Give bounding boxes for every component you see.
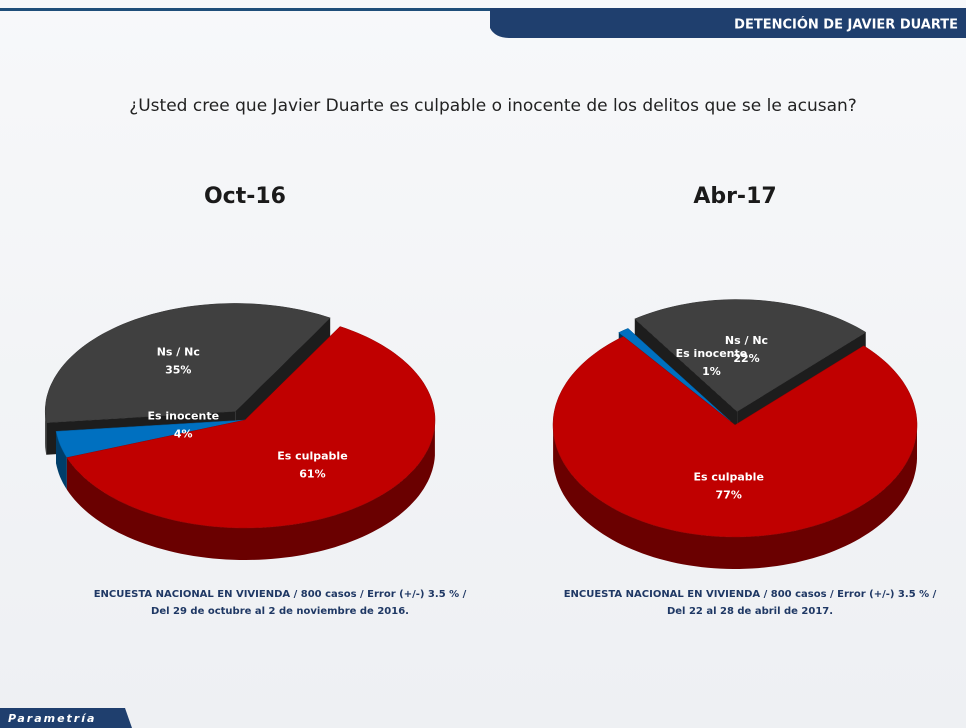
header-title: DETENCIÓN DE JAVIER DUARTE [734,17,958,33]
slice [66,326,436,529]
slice-value-label: 77% [716,488,742,501]
slice-label: Es inocente [147,410,219,423]
slice [552,336,918,538]
slice-value-label: 1% [702,365,721,378]
brand: Parametría [8,712,96,725]
survey-note: ENCUESTA NACIONAL EN VIVIENDA / 800 caso… [563,589,937,617]
slice-side [56,431,67,490]
slice [44,303,331,423]
chart-title: Oct-16 [204,184,286,209]
brand-tab [0,708,132,728]
slice-side [553,426,917,569]
slice-label: Ns / Nc [725,334,768,347]
top-rule [0,8,500,11]
slice-label: Es culpable [694,470,764,483]
slice-label: Ns / Nc [157,346,200,359]
header-bar [490,8,966,38]
slice-label: Es inocente [676,347,748,360]
chart-title: Abr-17 [693,184,776,209]
slice [55,419,246,458]
slice-label: Es culpable [277,449,347,462]
slice-value-label: 61% [299,467,325,480]
slice-side [66,423,435,560]
question: ¿Usted cree que Javier Duarte es culpabl… [129,96,857,116]
slice-value-label: 35% [165,364,191,377]
slice [634,299,867,412]
slice-value-label: 22% [733,352,759,365]
survey-note: ENCUESTA NACIONAL EN VIVIENDA / 800 caso… [93,589,467,617]
slice [618,328,731,422]
slice-value-label: 4% [174,428,193,441]
